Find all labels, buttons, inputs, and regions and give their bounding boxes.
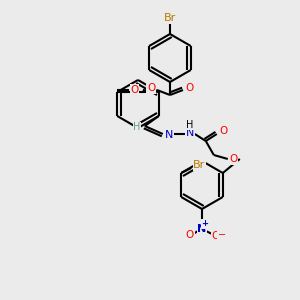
Text: +: + [202, 220, 208, 229]
Text: O: O [230, 154, 238, 164]
Text: N: N [197, 224, 207, 234]
Text: H: H [133, 122, 140, 132]
Text: N: N [165, 130, 173, 140]
Text: O: O [131, 85, 139, 95]
Text: N: N [186, 128, 194, 138]
Text: O: O [220, 126, 228, 136]
Text: O: O [147, 83, 155, 93]
Text: Br: Br [164, 13, 176, 23]
Text: −: − [218, 230, 226, 240]
Text: O: O [186, 83, 194, 93]
Text: O: O [212, 231, 220, 241]
Text: O: O [186, 230, 194, 240]
Text: H: H [186, 120, 194, 130]
Text: Br: Br [193, 160, 205, 170]
